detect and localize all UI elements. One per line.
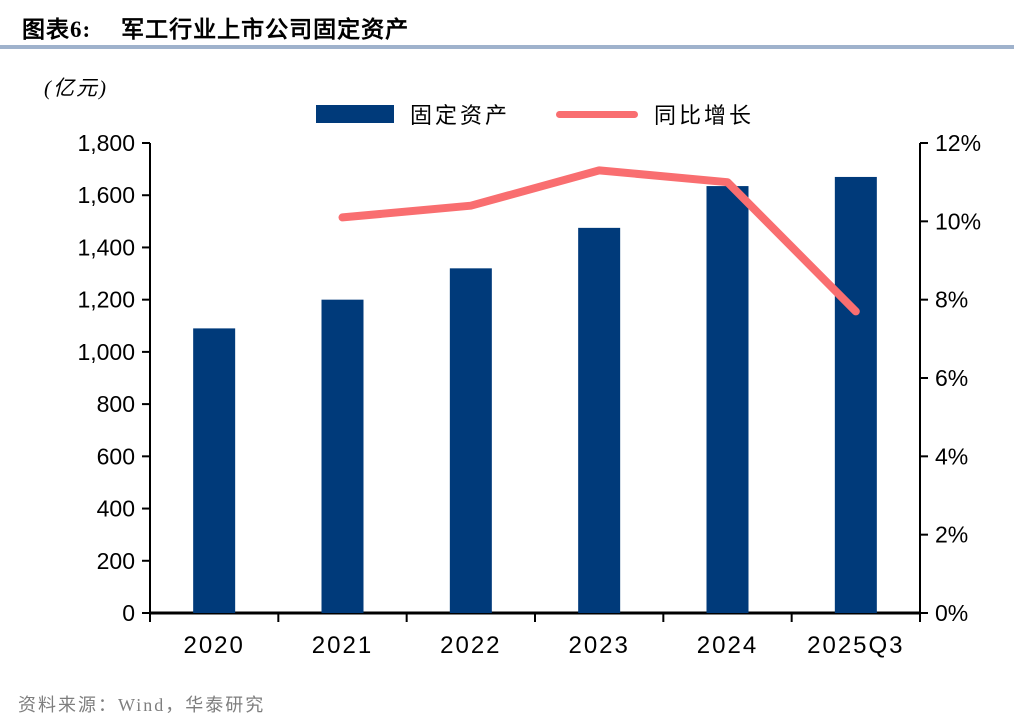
left-axis-tick-label: 1,600 bbox=[77, 182, 135, 208]
title-underline bbox=[0, 45, 1014, 49]
yoy-growth-line bbox=[338, 166, 860, 316]
left-axis-tick-label: 600 bbox=[97, 443, 135, 469]
legend-label-fixed-assets: 固定资产 bbox=[410, 103, 511, 128]
bar-2021 bbox=[321, 299, 364, 613]
left-axis-tick-label: 400 bbox=[97, 496, 135, 522]
left-axis-tick-label: 1,000 bbox=[77, 339, 135, 365]
right-axis-tick-label: 2% bbox=[935, 522, 968, 548]
x-axis-category-label: 2022 bbox=[440, 632, 501, 659]
chart-title-text: 军工行业上市公司固定资产 bbox=[121, 17, 410, 42]
legend-item-fixed-assets: 固定资产 bbox=[316, 98, 510, 130]
bar-2020 bbox=[193, 328, 236, 613]
right-axis-tick-label: 8% bbox=[935, 287, 968, 313]
left-axis-tick-label: 800 bbox=[97, 391, 135, 417]
x-axis-category-label: 2020 bbox=[183, 632, 244, 659]
bar-2022 bbox=[449, 268, 492, 613]
left-axis-tick-label: 1,200 bbox=[77, 287, 135, 313]
chart-title-prefix: 图表6: bbox=[22, 17, 92, 42]
right-axis-tick-label: 6% bbox=[935, 365, 968, 391]
right-axis-tick-label: 12% bbox=[935, 130, 981, 156]
source-note: 资料来源：Wind，华泰研究 bbox=[18, 695, 266, 715]
bar-2024 bbox=[706, 186, 749, 614]
chart-title: 图表6: 军工行业上市公司固定资产 bbox=[22, 10, 409, 44]
right-axis-tick-label: 10% bbox=[935, 208, 981, 234]
x-axis-category-label: 2021 bbox=[312, 632, 373, 659]
x-axis-category-label: 2024 bbox=[697, 632, 758, 659]
x-axis-category-label: 2025Q3 bbox=[807, 632, 904, 659]
x-axis-category-label: 2023 bbox=[568, 632, 629, 659]
bar-2023 bbox=[578, 227, 621, 613]
line-series-swatch bbox=[556, 110, 639, 118]
right-axis-tick-label: 4% bbox=[935, 443, 968, 469]
chart-legend: 固定资产 同比增长 bbox=[316, 98, 754, 130]
left-axis-tick-label: 200 bbox=[97, 548, 135, 574]
bar-series-swatch bbox=[316, 105, 394, 123]
right-axis-tick-label: 0% bbox=[935, 600, 968, 626]
bar-2025Q3 bbox=[834, 176, 877, 613]
legend-label-yoy-growth: 同比增长 bbox=[654, 103, 755, 128]
left-axis-tick-label: 0 bbox=[122, 600, 135, 626]
left-axis-tick-label: 1,400 bbox=[77, 234, 135, 260]
left-axis-tick-label: 1,800 bbox=[77, 130, 135, 156]
left-axis-unit-label: (亿元) bbox=[44, 76, 108, 100]
legend-item-yoy-growth: 同比增长 bbox=[556, 98, 754, 130]
